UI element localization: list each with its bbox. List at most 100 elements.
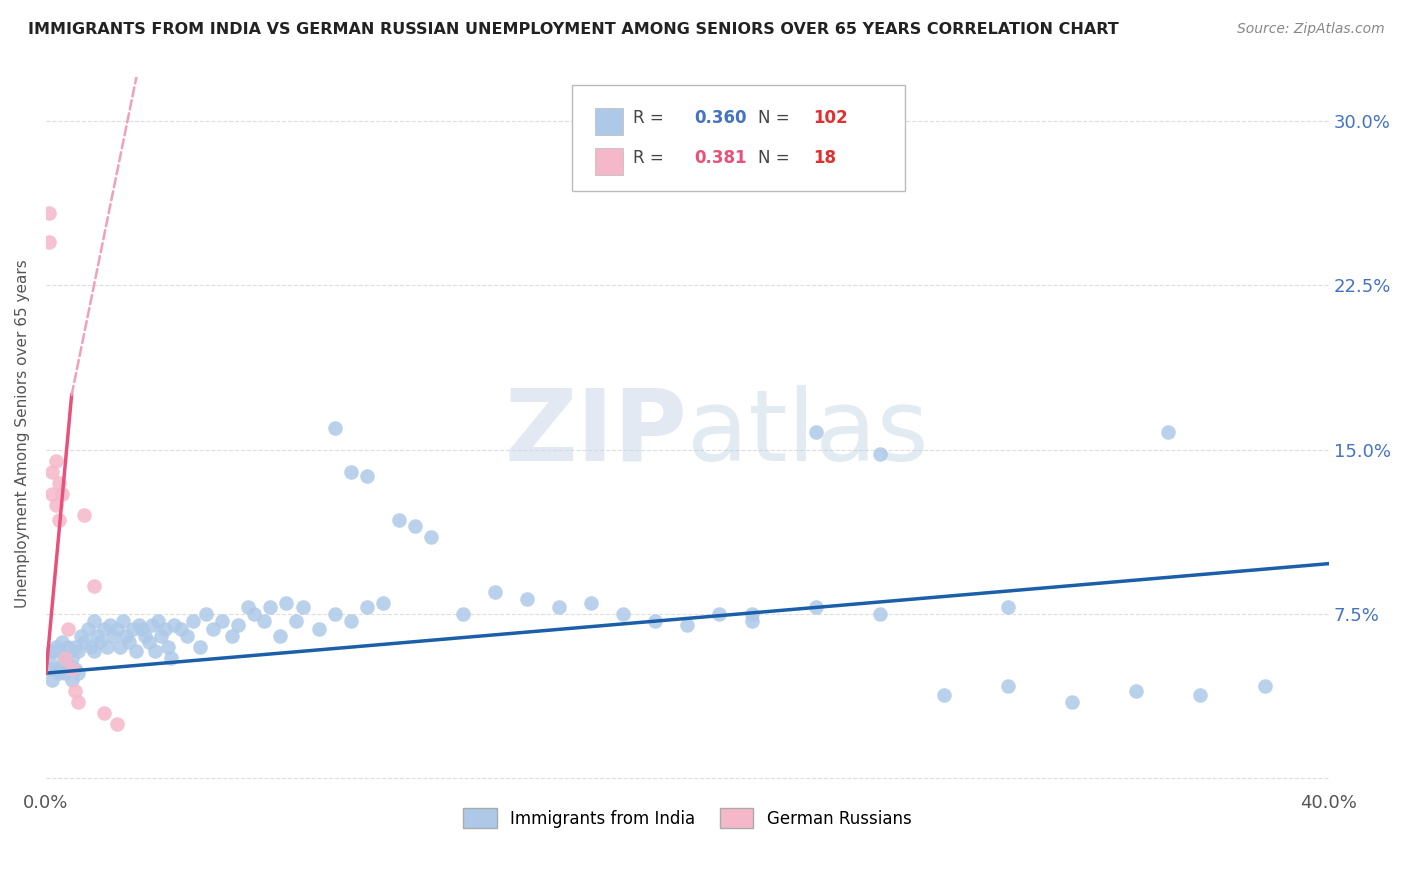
Text: atlas: atlas (688, 384, 929, 482)
Text: IMMIGRANTS FROM INDIA VS GERMAN RUSSIAN UNEMPLOYMENT AMONG SENIORS OVER 65 YEARS: IMMIGRANTS FROM INDIA VS GERMAN RUSSIAN … (28, 22, 1119, 37)
Point (404, 519, 426, 533)
Point (176, 629, 198, 643)
Point (83, 578, 105, 592)
Point (58, 657, 80, 672)
Point (323, 607, 346, 621)
Point (63, 640, 86, 654)
Point (131, 623, 153, 637)
Point (869, 607, 891, 621)
Point (804, 425, 827, 440)
Point (291, 600, 314, 615)
Point (259, 600, 281, 615)
Point (45, 662, 67, 676)
Point (484, 585, 506, 599)
Point (108, 640, 131, 654)
Point (221, 629, 243, 643)
Point (105, 716, 128, 731)
Point (63, 662, 86, 676)
Point (579, 596, 602, 610)
Point (138, 635, 160, 649)
Bar (595, 108, 623, 136)
Point (269, 629, 291, 643)
Point (115, 629, 138, 643)
Point (105, 623, 128, 637)
Point (419, 530, 441, 544)
Text: N =: N = (758, 109, 794, 127)
Point (60, 673, 83, 687)
Point (134, 629, 156, 643)
Point (45, 498, 67, 512)
Point (96, 640, 118, 654)
Point (236, 600, 259, 615)
Point (201, 623, 224, 637)
Point (1125, 683, 1147, 698)
Point (709, 607, 731, 621)
Text: 18: 18 (813, 149, 837, 168)
Point (60, 650, 83, 665)
Point (67, 695, 90, 709)
Point (58, 623, 80, 637)
Text: 102: 102 (813, 109, 848, 127)
Text: 0.381: 0.381 (693, 149, 747, 168)
Point (243, 607, 266, 621)
Point (51, 635, 73, 649)
Point (153, 623, 176, 637)
Point (1253, 679, 1275, 693)
Point (73, 635, 96, 649)
Point (121, 623, 143, 637)
Point (103, 629, 125, 643)
Point (160, 650, 183, 665)
Point (38, 206, 60, 220)
Point (83, 614, 105, 628)
Point (548, 600, 571, 615)
Point (451, 607, 474, 621)
Point (997, 679, 1019, 693)
Point (741, 614, 763, 628)
Point (76, 623, 98, 637)
Point (148, 614, 170, 628)
Point (45, 640, 67, 654)
Point (356, 469, 378, 483)
Point (228, 618, 250, 632)
Point (38, 650, 60, 665)
Point (83, 644, 105, 658)
Point (93, 706, 115, 720)
Point (169, 623, 191, 637)
Point (676, 618, 699, 632)
Point (93, 623, 115, 637)
Point (276, 596, 298, 610)
Point (51, 486, 73, 500)
Point (73, 508, 96, 523)
Point (125, 644, 148, 658)
Y-axis label: Unemployment Among Seniors over 65 years: Unemployment Among Seniors over 65 years (15, 259, 30, 607)
Point (1157, 425, 1180, 440)
Point (932, 688, 955, 702)
Point (38, 662, 60, 676)
Point (41, 644, 63, 658)
Point (285, 614, 308, 628)
Text: Source: ZipAtlas.com: Source: ZipAtlas.com (1237, 22, 1385, 37)
Point (183, 614, 205, 628)
Point (41, 486, 63, 500)
Point (188, 640, 211, 654)
Point (118, 635, 141, 649)
FancyBboxPatch shape (572, 85, 905, 191)
Point (48, 666, 70, 681)
Point (53, 650, 76, 665)
Point (211, 614, 233, 628)
Point (111, 614, 134, 628)
Point (323, 421, 346, 435)
Point (89, 635, 111, 649)
Legend: Immigrants from India, German Russians: Immigrants from India, German Russians (457, 802, 918, 834)
Point (41, 673, 63, 687)
Point (804, 600, 827, 615)
Point (51, 657, 73, 672)
Text: 0.360: 0.360 (693, 109, 747, 127)
Point (70, 629, 93, 643)
Point (48, 513, 70, 527)
Point (141, 618, 163, 632)
Point (63, 683, 86, 698)
Point (80, 640, 103, 654)
Point (67, 666, 90, 681)
Point (163, 618, 186, 632)
